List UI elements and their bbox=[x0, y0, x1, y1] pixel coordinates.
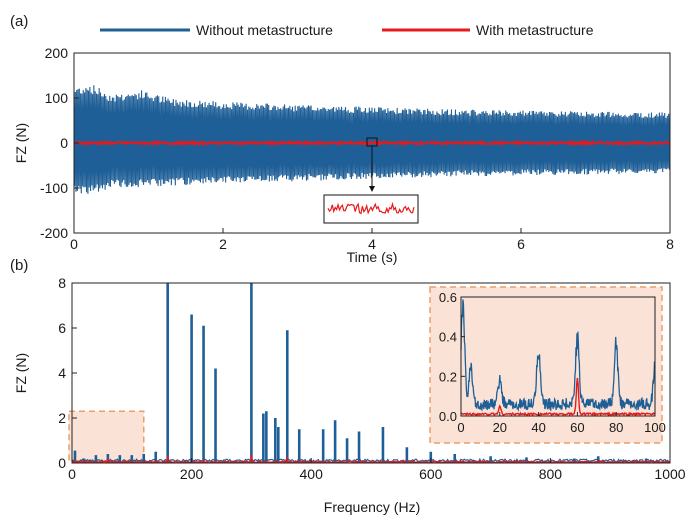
highlight-region bbox=[68, 410, 145, 462]
inset-y-tick-label: 0.6 bbox=[439, 290, 457, 305]
zoom-arrow-head bbox=[369, 186, 375, 192]
x-tick-label: 1000 bbox=[654, 466, 685, 482]
legend-label-without: Without metastructure bbox=[196, 22, 333, 38]
inset-y-tick-label: 0.2 bbox=[439, 369, 457, 384]
x-tick-label: 800 bbox=[539, 466, 563, 482]
x-tick-label: 6 bbox=[517, 236, 525, 252]
inset-background bbox=[429, 286, 663, 444]
legend: Without metastructure With metastructure bbox=[100, 22, 594, 38]
y-tick-label: 0 bbox=[58, 455, 66, 471]
panel-a-plot bbox=[73, 85, 671, 224]
inset-axes bbox=[460, 296, 656, 417]
x-tick-label: 200 bbox=[180, 466, 204, 482]
series-with-floor bbox=[71, 460, 671, 464]
series-with-line bbox=[73, 139, 671, 147]
y-tick-label: 8 bbox=[58, 275, 66, 291]
series-without-line bbox=[73, 85, 671, 194]
inset-series-with bbox=[460, 377, 656, 417]
y-tick-label: 6 bbox=[58, 320, 66, 336]
inset-series-without bbox=[460, 299, 656, 412]
inset-y-tick-label: 0.0 bbox=[439, 409, 457, 424]
inset-x-tick-label: 80 bbox=[609, 420, 623, 435]
inset-x-tick-label: 0 bbox=[457, 420, 464, 435]
y-tick-label: 100 bbox=[45, 90, 69, 106]
x-tick-label: 400 bbox=[300, 466, 324, 482]
y-tick-label: 200 bbox=[45, 45, 69, 61]
legend-label-with: With metastructure bbox=[476, 22, 594, 38]
inset-y-tick-label: 0.4 bbox=[439, 330, 457, 345]
y-tick-label: -200 bbox=[40, 225, 68, 241]
inset-x-tick-label: 40 bbox=[531, 420, 545, 435]
y-tick-label: 0 bbox=[60, 135, 68, 151]
x-tick-label: 600 bbox=[419, 466, 443, 482]
panel-a-label: (a) bbox=[10, 13, 28, 30]
y-tick-label: 4 bbox=[58, 365, 66, 381]
panel-b-plot: 0 20 40 60 80 100 0.6 0.4 0.2 0.0 bbox=[68, 283, 671, 464]
x-tick-label: 8 bbox=[666, 236, 674, 252]
inset-plot: 0 20 40 60 80 100 0.6 0.4 0.2 0.0 bbox=[439, 290, 666, 435]
panel-a-ticks: 0 2 4 6 8 200 100 0 -100 -200 bbox=[40, 45, 674, 252]
zoom-inset-signal bbox=[327, 201, 415, 215]
y-tick-label: 2 bbox=[58, 410, 66, 426]
x-tick-label: 0 bbox=[68, 466, 76, 482]
inset-x-tick-label: 60 bbox=[570, 420, 584, 435]
y-tick-label: -100 bbox=[40, 180, 68, 196]
panel-b-xlabel: Frequency (Hz) bbox=[324, 499, 420, 515]
inset-x-tick-label: 20 bbox=[493, 420, 507, 435]
panel-b-label: (b) bbox=[10, 257, 28, 274]
inset-x-tick-label: 100 bbox=[644, 420, 666, 435]
panel-a-ylabel: FZ (N) bbox=[13, 123, 29, 163]
x-tick-label: 0 bbox=[70, 236, 78, 252]
x-tick-label: 4 bbox=[368, 236, 376, 252]
panel-a-xlabel: Time (s) bbox=[347, 249, 398, 265]
panel-b-ylabel: FZ (N) bbox=[13, 353, 29, 393]
x-tick-label: 2 bbox=[219, 236, 227, 252]
